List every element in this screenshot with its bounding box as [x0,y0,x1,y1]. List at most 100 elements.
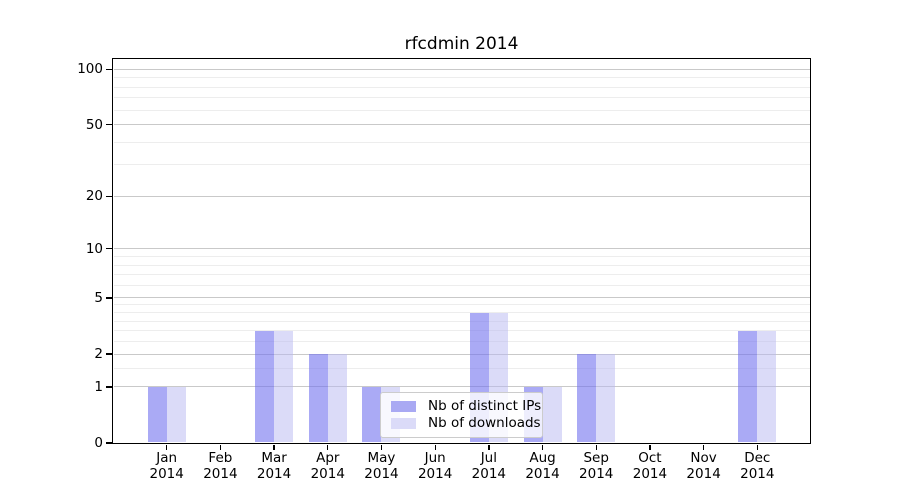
x-axis-tick [488,444,490,450]
x-axis-tick-month: Feb [208,450,233,466]
gridline-major [114,124,810,126]
gridline-minor [114,341,810,343]
gridline-major [114,68,810,70]
x-axis-tick-year: 2014 [740,465,775,482]
x-axis-tick-month: Jan [156,450,178,466]
x-axis-tick-label: Oct 2014 [618,450,682,482]
y-axis-tick-label: 50 [85,116,103,133]
x-axis-tick-month: Nov [690,450,717,466]
x-axis-tick-label: May 2014 [349,450,413,482]
legend: Nb of distinct IPs Nb of downloads [380,392,543,438]
x-axis-tick [166,444,168,450]
bar-downloads [757,330,777,443]
x-axis-tick [327,444,329,450]
x-axis-tick-label: Jul 2014 [457,450,521,482]
x-axis-tick-year: 2014 [686,465,721,482]
gridline-major [114,386,810,388]
x-axis-tick [541,444,544,450]
x-axis-tick-month: Jul [480,450,497,466]
x-axis-tick [219,444,222,450]
legend-swatch-downloads [391,418,416,429]
x-axis-tick-year: 2014 [579,465,614,482]
legend-entry-distinct-ips: Nb of distinct IPs [391,398,541,415]
bar-downloads [274,330,294,443]
x-axis-tick-year: 2014 [417,465,453,482]
y-axis-tick [106,248,113,250]
x-axis-tick-label: Apr 2014 [296,450,360,482]
gridline-minor [114,312,810,314]
x-axis-tick [434,444,436,450]
y-axis-tick [106,442,113,444]
x-axis-tick-year: 2014 [471,465,507,482]
gridline-minor [114,97,810,99]
gridline-minor [114,274,810,276]
x-axis-tick-label: Jan 2014 [135,450,199,482]
x-axis-tick-label: Sep 2014 [564,450,628,482]
x-axis-tick-year: 2014 [364,465,399,482]
y-axis-tick [106,353,113,355]
x-axis-tick-month: Jun [424,450,446,466]
y-axis-tick-label: 1 [94,378,103,395]
x-axis-tick-label: Mar 2014 [242,450,306,482]
bar-downloads [166,386,186,443]
x-axis-tick-label: Nov 2014 [672,450,736,482]
y-axis-tick-label: 10 [85,240,103,257]
x-axis-tick [273,444,275,450]
legend-label-distinct-ips: Nb of distinct IPs [428,398,542,414]
legend-swatch-distinct-ips [391,401,416,412]
bar-distinct-ips [147,386,167,443]
chart-title: rfcdmin 2014 [404,34,519,54]
x-axis-tick [380,444,383,450]
x-axis-tick-year: 2014 [203,465,238,482]
x-axis-tick [595,444,597,450]
gridline-minor [114,109,810,111]
y-axis-tick [106,297,113,299]
gridline-minor [114,77,810,79]
bar-distinct-ips [362,386,382,443]
bar-downloads [542,386,562,443]
y-axis-tick-label: 0 [94,435,103,451]
x-axis-tick-label: Aug 2014 [511,450,575,482]
x-axis-tick-month: Mar [261,450,287,466]
x-axis-tick-label: Jun 2014 [403,450,467,482]
gridline-minor [114,330,810,332]
x-axis-tick-month: Dec [744,450,771,466]
bar-distinct-ips [255,330,275,443]
x-axis-tick-year: 2014 [525,465,560,482]
bar-distinct-ips [577,354,597,443]
x-axis-tick-year: 2014 [310,465,345,482]
x-axis-tick-month: Oct [638,450,662,466]
gridline-minor [114,320,810,322]
gridline-major [114,195,810,197]
y-axis-tick [106,68,113,70]
x-axis-tick-month: Aug [529,450,556,466]
x-axis-tick-month: Sep [583,450,609,466]
x-axis-tick-year: 2014 [256,465,292,482]
x-axis-tick-year: 2014 [149,465,184,482]
gridline-minor [114,264,810,266]
y-axis-tick-label: 20 [85,188,103,205]
gridline-minor [114,256,810,257]
x-axis-tick-label: Feb 2014 [188,450,252,482]
y-axis-tick-label: 100 [77,61,103,78]
gridline-minor [114,368,810,370]
bar-downloads [596,354,616,443]
gridline-minor [114,284,810,286]
legend-label-downloads: Nb of downloads [428,415,541,431]
y-axis-tick [106,195,113,198]
gridline-major [114,297,810,299]
y-axis-tick [106,123,113,126]
x-axis-tick-month: Apr [316,450,340,466]
bar-downloads [327,354,347,443]
x-axis-tick [703,444,705,450]
x-axis-tick-label: Dec 2014 [725,450,789,482]
bar-distinct-ips [738,330,758,443]
gridline-major [114,353,810,355]
x-axis-tick [649,444,651,450]
gridline-minor [114,86,810,88]
x-axis-tick-year: 2014 [632,465,668,482]
bar-distinct-ips [308,354,328,443]
y-axis-tick [106,386,113,388]
x-axis-tick [756,444,758,450]
y-axis-tick-label: 5 [94,289,103,306]
